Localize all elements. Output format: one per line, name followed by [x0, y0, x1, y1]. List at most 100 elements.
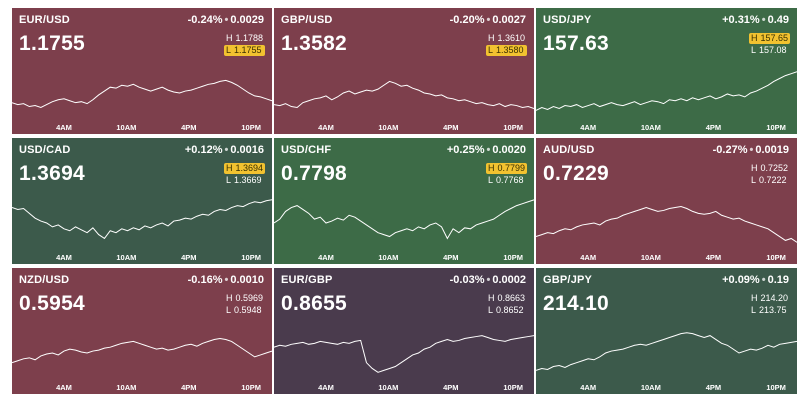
- currency-tile-usd-chf[interactable]: USD/CHF +0.25% • 0.0020 0.7798 H 0.7799 L 0.…: [274, 138, 534, 264]
- low-label: L: [487, 175, 493, 185]
- axis-label-4am: 4AM: [56, 123, 72, 132]
- axis-label-4am: 4AM: [318, 253, 334, 262]
- time-axis: 4AM 10AM 4PM 10PM: [12, 383, 272, 393]
- currency-tile-eur-gbp[interactable]: EUR/GBP -0.03% • 0.0002 0.8655 H 0.8663 L 0.…: [274, 268, 534, 394]
- low-label: L: [750, 45, 756, 55]
- currency-tile-nzd-usd[interactable]: NZD/USD -0.16% • 0.0010 0.5954 H 0.5969 L 0.…: [12, 268, 272, 394]
- low-label: L: [225, 175, 231, 185]
- low-label: L: [750, 175, 756, 185]
- high-low-box: H 0.7799 L 0.7768: [485, 163, 527, 187]
- high-value: 1.3610: [497, 33, 525, 43]
- change-absolute: 0.0016: [230, 144, 264, 156]
- currency-tile-gbp-usd[interactable]: GBP/USD -0.20% • 0.0027 1.3582 H 1.3610 L 1.…: [274, 8, 534, 134]
- axis-label-4pm: 4PM: [705, 383, 722, 392]
- change-percent: -0.27%: [712, 144, 748, 156]
- low-value: 1.3669: [233, 175, 262, 185]
- sparkline-chart: [274, 324, 534, 382]
- current-price: 157.63: [543, 32, 610, 55]
- high-low-box: H 0.8663 L 0.8652: [486, 293, 527, 317]
- time-axis: 4AM 10AM 4PM 10PM: [536, 123, 797, 133]
- current-price: 1.3582: [281, 32, 348, 55]
- axis-label-4pm: 4PM: [181, 253, 197, 262]
- axis-label-10am: 10AM: [116, 253, 137, 262]
- high-row: H 0.7799: [485, 163, 527, 174]
- high-row: H 0.7252: [749, 163, 790, 174]
- high-row: H 1.3694: [223, 163, 265, 174]
- currency-tile-aud-usd[interactable]: AUD/USD -0.27% • 0.0019 0.7229 H 0.7252 L 0.…: [536, 138, 797, 264]
- time-axis: 4AM 10AM 4PM 10PM: [274, 123, 534, 133]
- currency-tile-gbp-jpy[interactable]: GBP/JPY +0.09% • 0.19 214.10 H 214.20 L 213.…: [536, 268, 797, 394]
- axis-label-10am: 10AM: [116, 123, 137, 132]
- axis-label-4am: 4AM: [580, 253, 597, 262]
- axis-label-4am: 4AM: [56, 253, 72, 262]
- low-label: L: [225, 45, 231, 55]
- axis-label-10am: 10AM: [640, 253, 661, 262]
- high-value: 157.65: [760, 33, 788, 43]
- high-row: H 1.1788: [224, 33, 265, 44]
- low-row: L 1.3669: [224, 175, 265, 186]
- high-label: H: [225, 33, 233, 43]
- high-row: H 157.65: [748, 33, 790, 44]
- change-summary: -0.20% • 0.0027: [450, 14, 526, 26]
- sparkline: [274, 200, 534, 239]
- separator-dot: •: [486, 144, 491, 156]
- sparkline-chart: [536, 194, 797, 252]
- pair-symbol: AUD/USD: [543, 144, 595, 156]
- sparkline-chart: [536, 324, 797, 382]
- high-label: H: [487, 163, 495, 173]
- sparkline-chart: [12, 64, 272, 122]
- axis-label-10am: 10AM: [378, 123, 399, 132]
- separator-dot: •: [224, 144, 229, 156]
- change-absolute: 0.49: [767, 14, 789, 26]
- change-summary: +0.31% • 0.49: [722, 14, 789, 26]
- separator-dot: •: [761, 274, 766, 286]
- low-row: L 0.8652: [486, 305, 527, 316]
- current-price: 0.5954: [19, 292, 86, 315]
- high-value: 214.20: [760, 293, 788, 303]
- change-absolute: 0.19: [767, 274, 789, 286]
- axis-label-10pm: 10PM: [766, 383, 786, 392]
- low-value: 0.7768: [495, 175, 524, 185]
- high-low-box: H 157.65 L 157.08: [748, 33, 790, 57]
- axis-label-10pm: 10PM: [241, 253, 261, 262]
- change-absolute: 0.0027: [492, 14, 526, 26]
- sparkline: [12, 339, 272, 363]
- change-summary: -0.27% • 0.0019: [713, 144, 789, 156]
- sparkline: [12, 80, 272, 107]
- high-value: 1.3694: [235, 163, 263, 173]
- separator-dot: •: [224, 274, 229, 286]
- axis-label-10pm: 10PM: [241, 383, 261, 392]
- time-axis: 4AM 10AM 4PM 10PM: [12, 253, 272, 263]
- separator-dot: •: [761, 14, 766, 26]
- axis-label-4pm: 4PM: [181, 123, 197, 132]
- current-price: 1.3694: [19, 162, 86, 185]
- high-value: 0.5969: [235, 293, 263, 303]
- pair-symbol: USD/JPY: [543, 14, 592, 26]
- time-axis: 4AM 10AM 4PM 10PM: [536, 383, 797, 393]
- currency-tile-usd-jpy[interactable]: USD/JPY +0.31% • 0.49 157.63 H 157.65 L 157.…: [536, 8, 797, 134]
- time-axis: 4AM 10AM 4PM 10PM: [274, 253, 534, 263]
- change-percent: +0.09%: [722, 274, 760, 286]
- change-percent: -0.20%: [449, 14, 485, 26]
- change-absolute: 0.0002: [492, 274, 526, 286]
- sparkline: [536, 207, 797, 243]
- low-row: L 1.3580: [485, 45, 527, 56]
- currency-tile-eur-usd[interactable]: EUR/USD -0.24% • 0.0029 1.1755 H 1.1788 L 1.…: [12, 8, 272, 134]
- separator-dot: •: [486, 274, 491, 286]
- axis-label-10am: 10AM: [116, 383, 137, 392]
- pair-symbol: USD/CAD: [19, 144, 71, 156]
- high-row: H 0.5969: [224, 293, 265, 304]
- current-price: 0.7229: [543, 162, 610, 185]
- high-label: H: [750, 163, 758, 173]
- axis-label-4am: 4AM: [318, 383, 334, 392]
- pair-symbol: NZD/USD: [19, 274, 70, 286]
- low-label: L: [225, 305, 231, 315]
- high-low-box: H 1.3610 L 1.3580: [485, 33, 527, 57]
- currency-tile-usd-cad[interactable]: USD/CAD +0.12% • 0.0016 1.3694 H 1.3694 L 1.…: [12, 138, 272, 264]
- high-low-box: H 0.5969 L 0.5948: [224, 293, 265, 317]
- low-value: 1.3580: [495, 45, 524, 55]
- high-label: H: [750, 293, 758, 303]
- change-summary: -0.16% • 0.0010: [188, 274, 264, 286]
- low-label: L: [487, 45, 493, 55]
- high-label: H: [225, 163, 233, 173]
